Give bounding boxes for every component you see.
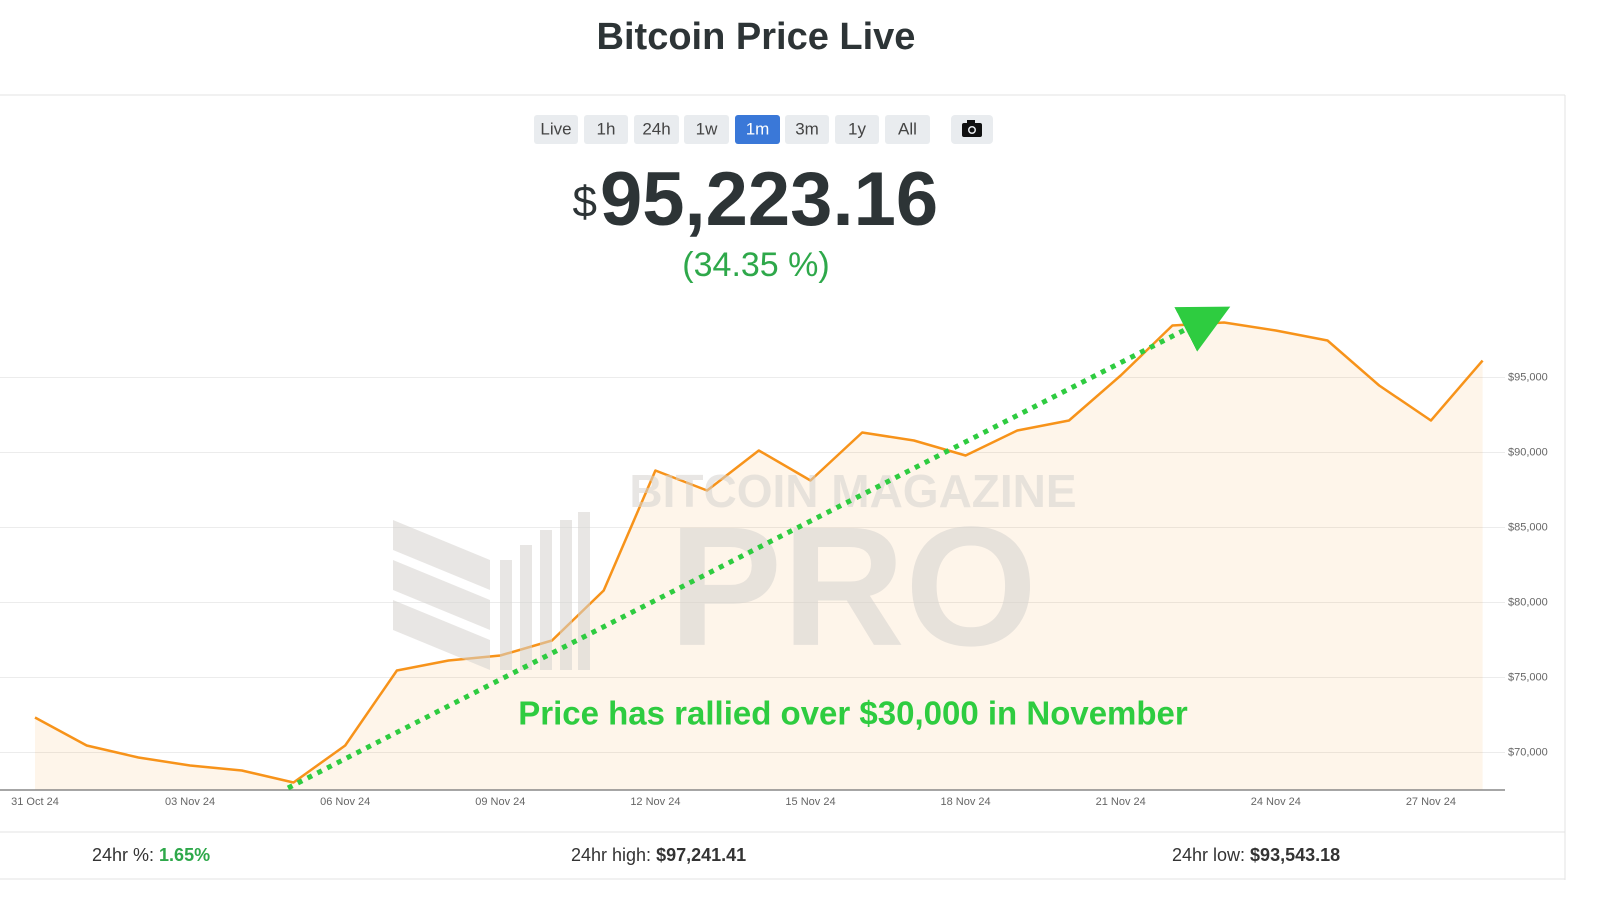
range-button[interactable]: 1h	[584, 115, 628, 144]
watermark-top: BITCOIN MAGAZINE	[629, 465, 1076, 517]
page-title: Bitcoin Price Live	[597, 16, 916, 58]
watermark-bottom: PRO	[669, 492, 1037, 682]
x-tick-label: 15 Nov 24	[785, 796, 835, 808]
range-button[interactable]: All	[885, 115, 930, 144]
stat-label: 24hr %:	[92, 845, 154, 865]
range-button[interactable]: 24h	[634, 115, 679, 144]
button-bg[interactable]	[684, 115, 729, 144]
button-label[interactable]: 1m	[746, 119, 770, 138]
y-tick-label: $80,000	[1508, 596, 1548, 608]
y-tick-label: $95,000	[1508, 371, 1548, 383]
camera-button[interactable]	[951, 115, 993, 144]
price-line	[34, 321, 1484, 784]
x-tick-label: 21 Nov 24	[1096, 796, 1146, 808]
range-button[interactable]: Live	[534, 115, 578, 144]
button-bg[interactable]	[735, 115, 780, 144]
x-tick-label: 24 Nov 24	[1251, 796, 1301, 808]
x-tick-label: 18 Nov 24	[941, 796, 991, 808]
stat-label: 24hr low:	[1172, 845, 1245, 865]
button-bg[interactable]	[785, 115, 829, 144]
button-bg[interactable]	[534, 115, 578, 144]
y-tick-label: $75,000	[1508, 671, 1548, 683]
button-label[interactable]: All	[898, 119, 917, 138]
x-tick-label: 27 Nov 24	[1406, 796, 1456, 808]
currency-symbol: $	[573, 178, 597, 227]
plot-area: $70,000 $75,000 $80,000 $85,000 $90,000 $95,0…	[0, 321, 1548, 808]
stat-label: 24hr high:	[571, 845, 651, 865]
trend-arrow	[286, 306, 1231, 791]
button-label[interactable]: 1w	[696, 119, 718, 138]
x-tick-label: 12 Nov 24	[630, 796, 680, 808]
button-label[interactable]: 3m	[795, 119, 819, 138]
range-buttons: Live 1h 24h 1w 1m 3m 1y All	[534, 115, 930, 144]
annotation: Price has rallied over $30,000 in Novemb…	[518, 695, 1188, 732]
button-bg[interactable]	[584, 115, 628, 144]
x-tick-label: 03 Nov 24	[165, 796, 215, 808]
range-button[interactable]: 3m	[785, 115, 829, 144]
button-bg[interactable]	[885, 115, 930, 144]
button-bg[interactable]	[835, 115, 879, 144]
stat: 24hr low: $93,543.18	[1172, 845, 1340, 865]
stat-value: 1.65%	[159, 845, 210, 865]
y-tick-label: $85,000	[1508, 521, 1548, 533]
stat-value: $97,241.41	[656, 845, 746, 865]
price-change: (34.35 %)	[682, 246, 829, 284]
stat: 24hr high: $97,241.41	[571, 845, 746, 865]
watermark: BITCOIN MAGAZINE PRO	[393, 465, 1077, 682]
range-button[interactable]: 1m	[735, 115, 780, 144]
y-tick-label: $70,000	[1508, 746, 1548, 758]
button-bg[interactable]	[634, 115, 679, 144]
x-tick-label: 06 Nov 24	[320, 796, 370, 808]
x-tick-label: 09 Nov 24	[475, 796, 525, 808]
price: 95,223.16	[600, 157, 938, 242]
button-label[interactable]: 1h	[597, 119, 616, 138]
range-button[interactable]: 1w	[684, 115, 729, 144]
button-label[interactable]: Live	[540, 119, 571, 138]
button-label[interactable]: 24h	[642, 119, 670, 138]
x-tick-label: 31 Oct 24	[11, 796, 59, 808]
range-button[interactable]: 1y	[835, 115, 879, 144]
stat-value: $93,543.18	[1250, 845, 1340, 865]
price-area	[35, 322, 1483, 790]
button-label[interactable]: 1y	[848, 119, 866, 138]
y-tick-label: $90,000	[1508, 446, 1548, 458]
stat: 24hr %: 1.65%	[92, 845, 210, 865]
